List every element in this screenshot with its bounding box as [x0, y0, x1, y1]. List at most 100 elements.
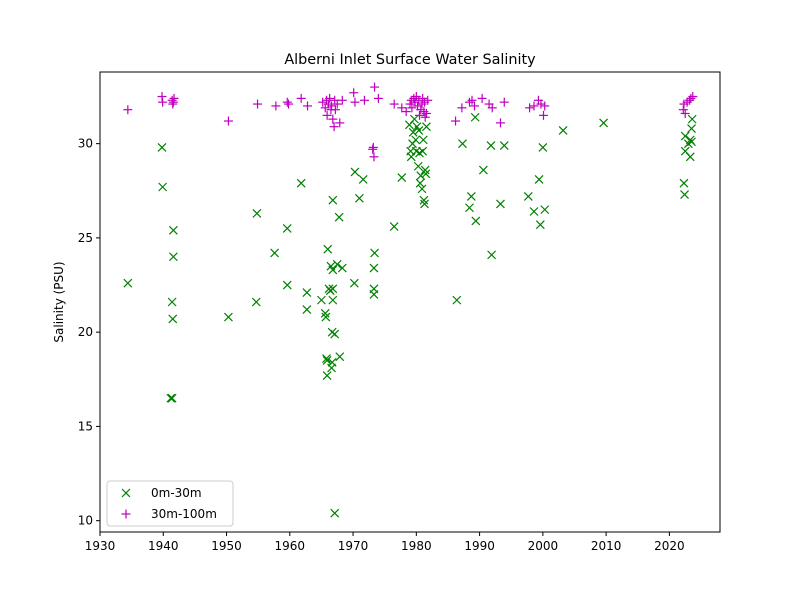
- data-point: [465, 203, 474, 213]
- data-point: [167, 393, 177, 403]
- data-point: [168, 99, 178, 109]
- data-point: [337, 263, 347, 273]
- data-point: [422, 122, 431, 132]
- data-point: [302, 288, 312, 297]
- data-point: [158, 182, 168, 192]
- data-point: [477, 93, 487, 103]
- data-point: [421, 108, 431, 118]
- data-point: [369, 152, 379, 162]
- data-point: [251, 297, 261, 307]
- data-point: [369, 263, 379, 273]
- data-point: [558, 126, 568, 135]
- data-point: [389, 222, 399, 232]
- data-point: [328, 295, 338, 305]
- data-point: [322, 356, 332, 365]
- data-point: [303, 101, 313, 111]
- data-point: [687, 137, 696, 147]
- data-point: [325, 93, 335, 103]
- axes-background: [100, 72, 720, 532]
- points-layer: [123, 82, 698, 518]
- data-point: [466, 192, 476, 201]
- data-point: [328, 265, 338, 275]
- data-point: [167, 297, 177, 307]
- data-point: [458, 139, 467, 149]
- data-point: [166, 393, 176, 403]
- data-point: [410, 114, 419, 124]
- data-point: [252, 208, 262, 218]
- data-point: [478, 165, 488, 175]
- data-point: [418, 93, 428, 103]
- data-point: [389, 99, 399, 109]
- data-point: [168, 252, 178, 262]
- data-point: [397, 173, 407, 182]
- data-point: [302, 305, 312, 314]
- y-tick-label: 20: [78, 325, 93, 339]
- data-point: [349, 278, 359, 288]
- data-point: [405, 99, 415, 109]
- data-point: [368, 142, 378, 152]
- data-point: [680, 108, 690, 118]
- data-point: [328, 114, 338, 124]
- data-point: [370, 82, 380, 92]
- data-point: [282, 97, 292, 107]
- data-point: [599, 118, 609, 128]
- series-0m-30m: [123, 112, 697, 518]
- data-point: [536, 99, 546, 109]
- data-point: [529, 101, 539, 111]
- y-tick-label: 25: [78, 231, 93, 245]
- data-point: [418, 146, 428, 156]
- data-point: [421, 169, 431, 179]
- data-point: [525, 103, 535, 113]
- data-point: [686, 93, 696, 103]
- data-point: [282, 280, 292, 290]
- data-point: [414, 126, 424, 135]
- data-point: [495, 118, 505, 128]
- data-point: [369, 284, 379, 294]
- data-point: [415, 178, 425, 188]
- data-point: [334, 212, 344, 222]
- y-axis-ticks: 10 15 20 25 30: [78, 137, 100, 528]
- data-point: [322, 354, 331, 363]
- data-point: [523, 192, 533, 201]
- data-point: [296, 178, 306, 188]
- y-tick-label: 15: [78, 419, 93, 433]
- data-point: [420, 112, 430, 122]
- data-point: [471, 216, 481, 226]
- data-point: [335, 118, 345, 128]
- x-tick-label: 1950: [211, 539, 242, 553]
- x-tick-label: 2000: [528, 539, 559, 553]
- chart-title: Alberni Inlet Surface Water Salinity: [284, 52, 536, 68]
- data-point: [167, 95, 177, 105]
- data-point: [467, 95, 477, 105]
- data-point: [123, 105, 133, 115]
- y-tick-label: 10: [78, 514, 93, 528]
- x-tick-label: 1990: [464, 539, 495, 553]
- data-point: [470, 101, 480, 111]
- data-point: [451, 116, 461, 126]
- data-point: [253, 99, 263, 109]
- x-tick-label: 1970: [338, 539, 369, 553]
- data-point: [332, 259, 342, 269]
- x-tick-label: 1930: [85, 539, 116, 553]
- data-point: [529, 207, 539, 216]
- data-point: [540, 101, 550, 111]
- data-point: [327, 357, 337, 367]
- data-point: [330, 508, 340, 518]
- y-axis-label: Salinity (PSU): [52, 261, 66, 342]
- legend: 0m-30m 30m-100m: [106, 480, 234, 527]
- data-point: [328, 284, 338, 294]
- data-point: [157, 142, 167, 152]
- data-point: [487, 250, 497, 260]
- data-point: [452, 295, 462, 305]
- data-point: [486, 141, 496, 150]
- data-point: [350, 97, 360, 107]
- data-point: [499, 97, 509, 107]
- data-point: [418, 135, 428, 145]
- data-point: [335, 352, 345, 362]
- legend-marker-30m-100m: [121, 509, 131, 519]
- data-point: [322, 371, 332, 380]
- legend-marker-plus: [121, 509, 131, 519]
- data-point: [417, 184, 427, 194]
- data-point: [322, 110, 332, 120]
